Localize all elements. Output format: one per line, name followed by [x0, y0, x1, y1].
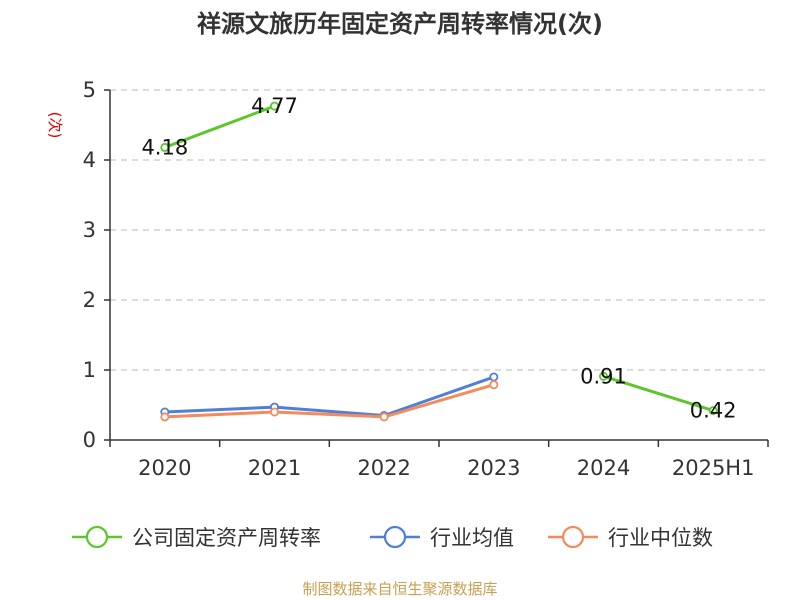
series-lines — [160, 101, 718, 422]
x-tick-label: 2024 — [577, 456, 630, 480]
x-tick-label: 2025H1 — [672, 456, 755, 480]
data-point — [160, 412, 170, 422]
legend-label: 行业中位数 — [608, 526, 713, 550]
y-tick-label: 1 — [83, 358, 96, 382]
data-point — [489, 372, 499, 382]
data-point — [489, 380, 499, 390]
data-point — [160, 142, 170, 152]
data-point — [269, 407, 279, 417]
series-line — [603, 374, 714, 413]
series-line — [164, 104, 276, 149]
legend-marker — [85, 525, 109, 549]
y-tick-label: 0 — [83, 428, 96, 452]
data-labels: 4.18 4.77 0.91 0.42 — [141, 94, 736, 423]
data-point — [599, 371, 609, 381]
data-label: 4.18 — [141, 135, 188, 159]
data-point — [708, 406, 718, 416]
series-line — [164, 375, 495, 417]
legend-marker — [383, 525, 407, 549]
data-label: 4.77 — [251, 94, 298, 118]
y-tick-label: 5 — [83, 78, 96, 102]
legend-label: 行业均值 — [430, 526, 514, 550]
source-note: 制图数据来自恒生聚源数据库 — [302, 580, 497, 598]
data-label: 0.91 — [580, 364, 627, 388]
y-tick-label: 3 — [83, 218, 96, 242]
data-label: 0.42 — [690, 399, 737, 423]
legend-marker — [561, 525, 585, 549]
x-tick-label: 2023 — [467, 456, 520, 480]
x-tick-label: 2020 — [138, 456, 191, 480]
chart-title: 祥源文旅历年固定资产周转率情况(次) — [197, 10, 603, 38]
y-axis-label: (次) — [46, 112, 64, 139]
legend: 公司固定资产周转率 行业均值 行业中位数 — [72, 525, 713, 550]
x-tick-label: 2021 — [248, 456, 301, 480]
data-point — [269, 101, 279, 111]
y-tick-label: 4 — [83, 148, 96, 172]
y-tick-label: 2 — [83, 288, 96, 312]
axes: 0 1 2 3 4 5 2020 2021 2022 2023 2024 2025H1 — [83, 78, 769, 480]
x-tick-label: 2022 — [357, 456, 410, 480]
data-point — [379, 412, 389, 422]
legend-label: 公司固定资产周转率 — [132, 526, 321, 550]
series-line — [164, 383, 495, 419]
